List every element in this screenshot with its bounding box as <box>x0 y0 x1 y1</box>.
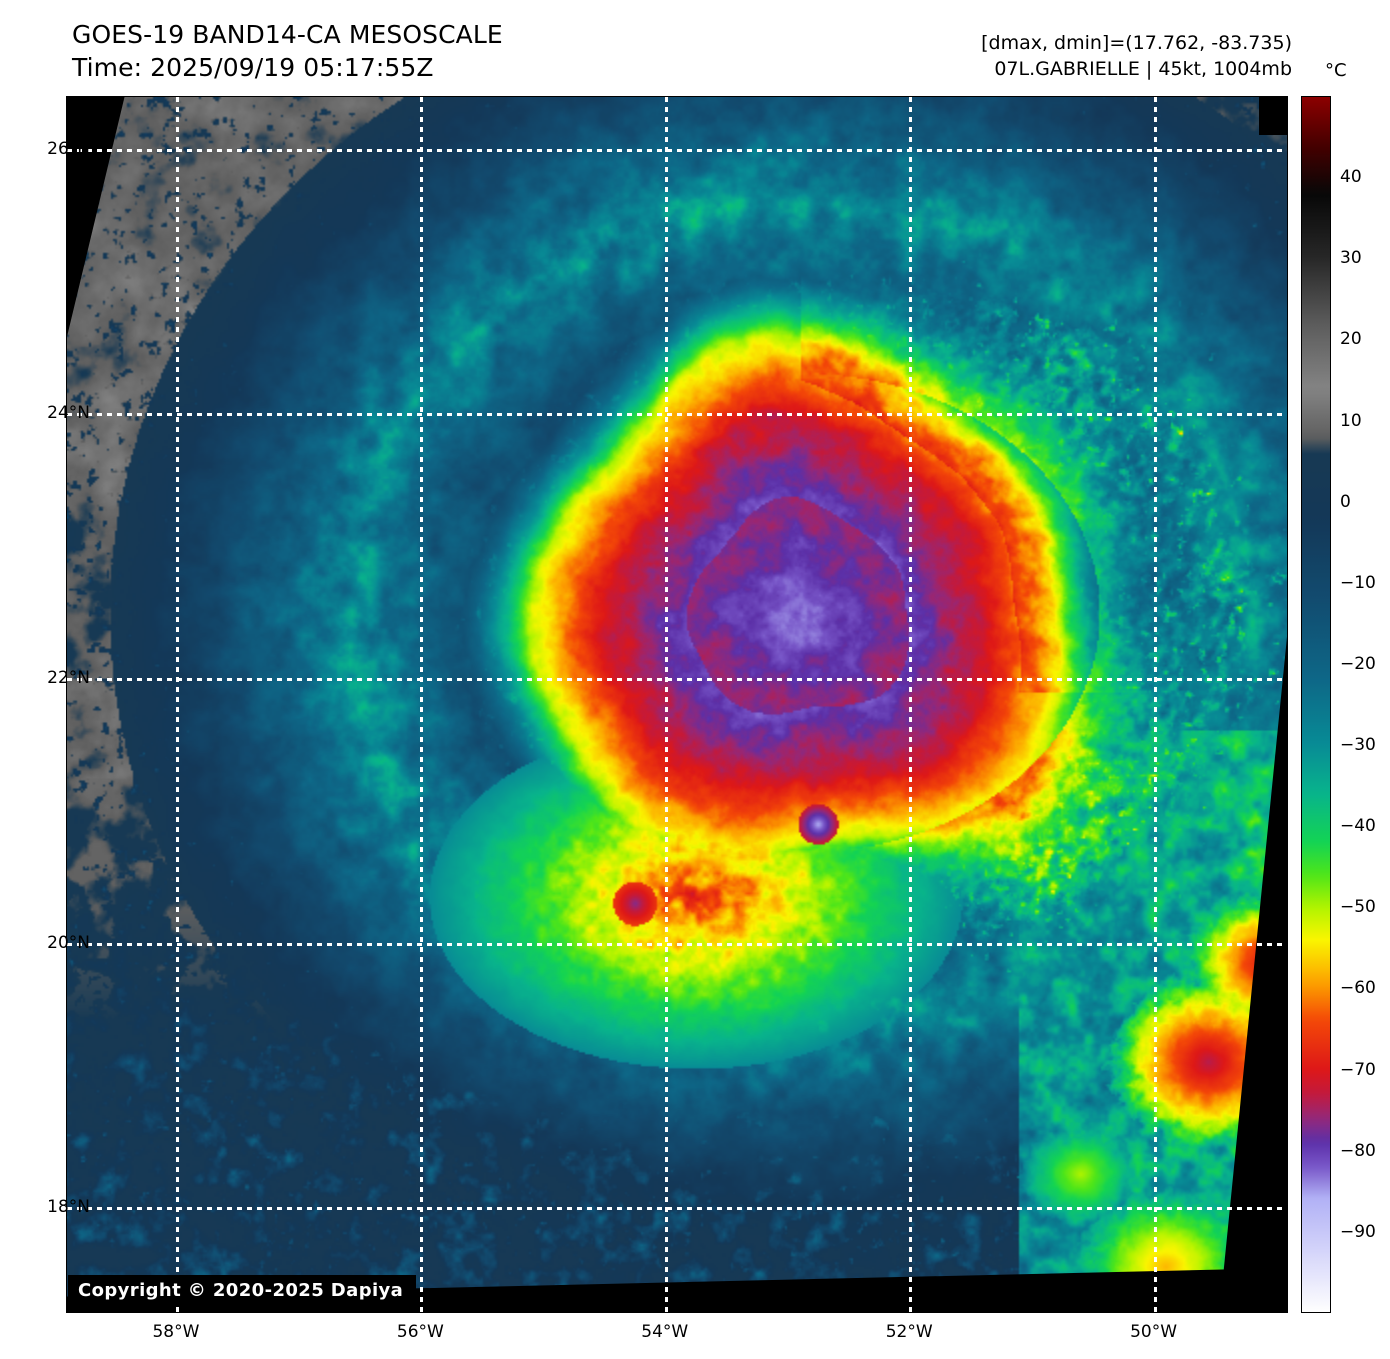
y-tick-label: 24°N <box>47 403 90 424</box>
gridline-lon <box>175 97 179 1312</box>
y-tick-label: 20°N <box>47 932 90 953</box>
y-tick-label: 22°N <box>47 668 90 689</box>
y-tick-label: 18°N <box>47 1197 90 1218</box>
x-tick-label: 58°W <box>152 1322 200 1342</box>
graticule-layer <box>67 97 1287 1312</box>
infrared-imagery-canvas <box>67 97 1287 1312</box>
gridline-lat <box>67 148 1287 152</box>
colorbar-tick-label: 10 <box>1340 410 1362 431</box>
scan-edge-top-right <box>1259 97 1287 135</box>
colorbar-tick-label: 30 <box>1340 248 1362 269</box>
colorbar-tick-label: 40 <box>1340 167 1362 188</box>
colorbar-tick-label: −30 <box>1340 735 1376 756</box>
colorbar-tick-label: −20 <box>1340 653 1376 674</box>
x-tick-label: 54°W <box>641 1322 689 1342</box>
metadata-block: [dmax, dmin]=(17.762, -83.735) 07L.GABRI… <box>981 30 1292 82</box>
gridline-lon <box>420 97 424 1312</box>
gridline-lat <box>67 1207 1287 1211</box>
colorbar-tick-label: −50 <box>1340 897 1376 918</box>
storm-info-label: 07L.GABRIELLE | 45kt, 1004mb <box>994 58 1292 81</box>
x-tick-label: 50°W <box>1130 1322 1178 1342</box>
x-tick-label: 56°W <box>396 1322 444 1342</box>
copyright-watermark: Copyright © 2020-2025 Dapiya <box>68 1275 417 1307</box>
gridline-lat <box>67 942 1287 946</box>
colorbar-tick-label: 20 <box>1340 329 1362 350</box>
y-tick-label: 26°N <box>47 138 90 159</box>
colorbar-tick-label: −80 <box>1340 1140 1376 1161</box>
temperature-colorbar <box>1301 96 1331 1313</box>
satellite-image-plot <box>66 96 1288 1313</box>
x-tick-label: 52°W <box>885 1322 933 1342</box>
colorbar-tick-label: −90 <box>1340 1221 1376 1242</box>
colorbar-tick-label: −40 <box>1340 816 1376 837</box>
gridline-lat <box>67 678 1287 682</box>
colorbar-tick-label: 0 <box>1340 491 1351 512</box>
colorbar-tick-label: −60 <box>1340 978 1376 999</box>
gridline-lon <box>909 97 913 1312</box>
page-title: GOES-19 BAND14-CA MESOSCALE <box>72 20 503 49</box>
colorbar-tick-label: −70 <box>1340 1059 1376 1080</box>
gridline-lon <box>1153 97 1157 1312</box>
colorbar-unit-label: °C <box>1325 60 1347 81</box>
gridline-lon <box>664 97 668 1312</box>
timestamp-line: Time: 2025/09/19 05:17:55Z <box>72 52 434 82</box>
colorbar-gradient <box>1302 97 1330 1312</box>
colorbar-tick-label: −10 <box>1340 572 1376 593</box>
gridline-lat <box>67 413 1287 417</box>
dmax-dmin-label: [dmax, dmin]=(17.762, -83.735) <box>981 32 1292 54</box>
chart-title-block: GOES-19 BAND14-CA MESOSCALE Time: 2025/0… <box>72 19 503 84</box>
